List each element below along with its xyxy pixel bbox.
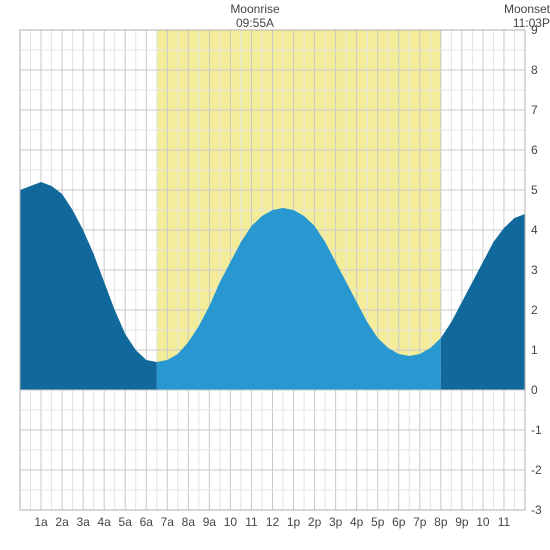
svg-text:6: 6: [531, 143, 538, 157]
svg-text:0: 0: [531, 383, 538, 397]
svg-text:8p: 8p: [434, 515, 448, 529]
moonrise-time: 09:55A: [210, 16, 300, 30]
svg-text:2p: 2p: [308, 515, 322, 529]
svg-text:9a: 9a: [203, 515, 217, 529]
svg-text:-1: -1: [531, 423, 542, 437]
svg-text:4p: 4p: [350, 515, 364, 529]
svg-text:8: 8: [531, 63, 538, 77]
moonset-label: Moonset 11:03P: [480, 2, 550, 31]
moonrise-label: Moonrise 09:55A: [210, 2, 300, 31]
svg-text:10: 10: [224, 515, 238, 529]
svg-text:4: 4: [531, 223, 538, 237]
svg-text:9p: 9p: [455, 515, 469, 529]
svg-text:7a: 7a: [161, 515, 175, 529]
svg-text:3: 3: [531, 263, 538, 277]
moonrise-title: Moonrise: [210, 2, 300, 16]
svg-text:7: 7: [531, 103, 538, 117]
svg-text:1p: 1p: [287, 515, 301, 529]
tide-chart: Moonrise 09:55A Moonset 11:03P 1a2a3a4a5…: [0, 0, 550, 550]
svg-text:2: 2: [531, 303, 538, 317]
svg-text:5: 5: [531, 183, 538, 197]
svg-text:4a: 4a: [97, 515, 111, 529]
svg-text:1: 1: [531, 343, 538, 357]
svg-text:10: 10: [476, 515, 490, 529]
svg-text:7p: 7p: [413, 515, 427, 529]
svg-text:5a: 5a: [119, 515, 133, 529]
svg-text:8a: 8a: [182, 515, 196, 529]
svg-text:12: 12: [266, 515, 280, 529]
svg-text:5p: 5p: [371, 515, 385, 529]
svg-text:2a: 2a: [55, 515, 69, 529]
svg-text:3p: 3p: [329, 515, 343, 529]
svg-text:11: 11: [498, 515, 511, 529]
svg-text:11: 11: [245, 515, 258, 529]
svg-text:-3: -3: [531, 503, 542, 517]
svg-text:-2: -2: [531, 463, 542, 477]
moonset-title: Moonset: [480, 2, 550, 16]
moonset-time: 11:03P: [480, 16, 550, 30]
svg-text:6a: 6a: [140, 515, 154, 529]
chart-svg: 1a2a3a4a5a6a7a8a9a1011121p2p3p4p5p6p7p8p…: [0, 0, 550, 550]
svg-text:1a: 1a: [34, 515, 48, 529]
svg-text:3a: 3a: [76, 515, 90, 529]
svg-text:6p: 6p: [392, 515, 406, 529]
